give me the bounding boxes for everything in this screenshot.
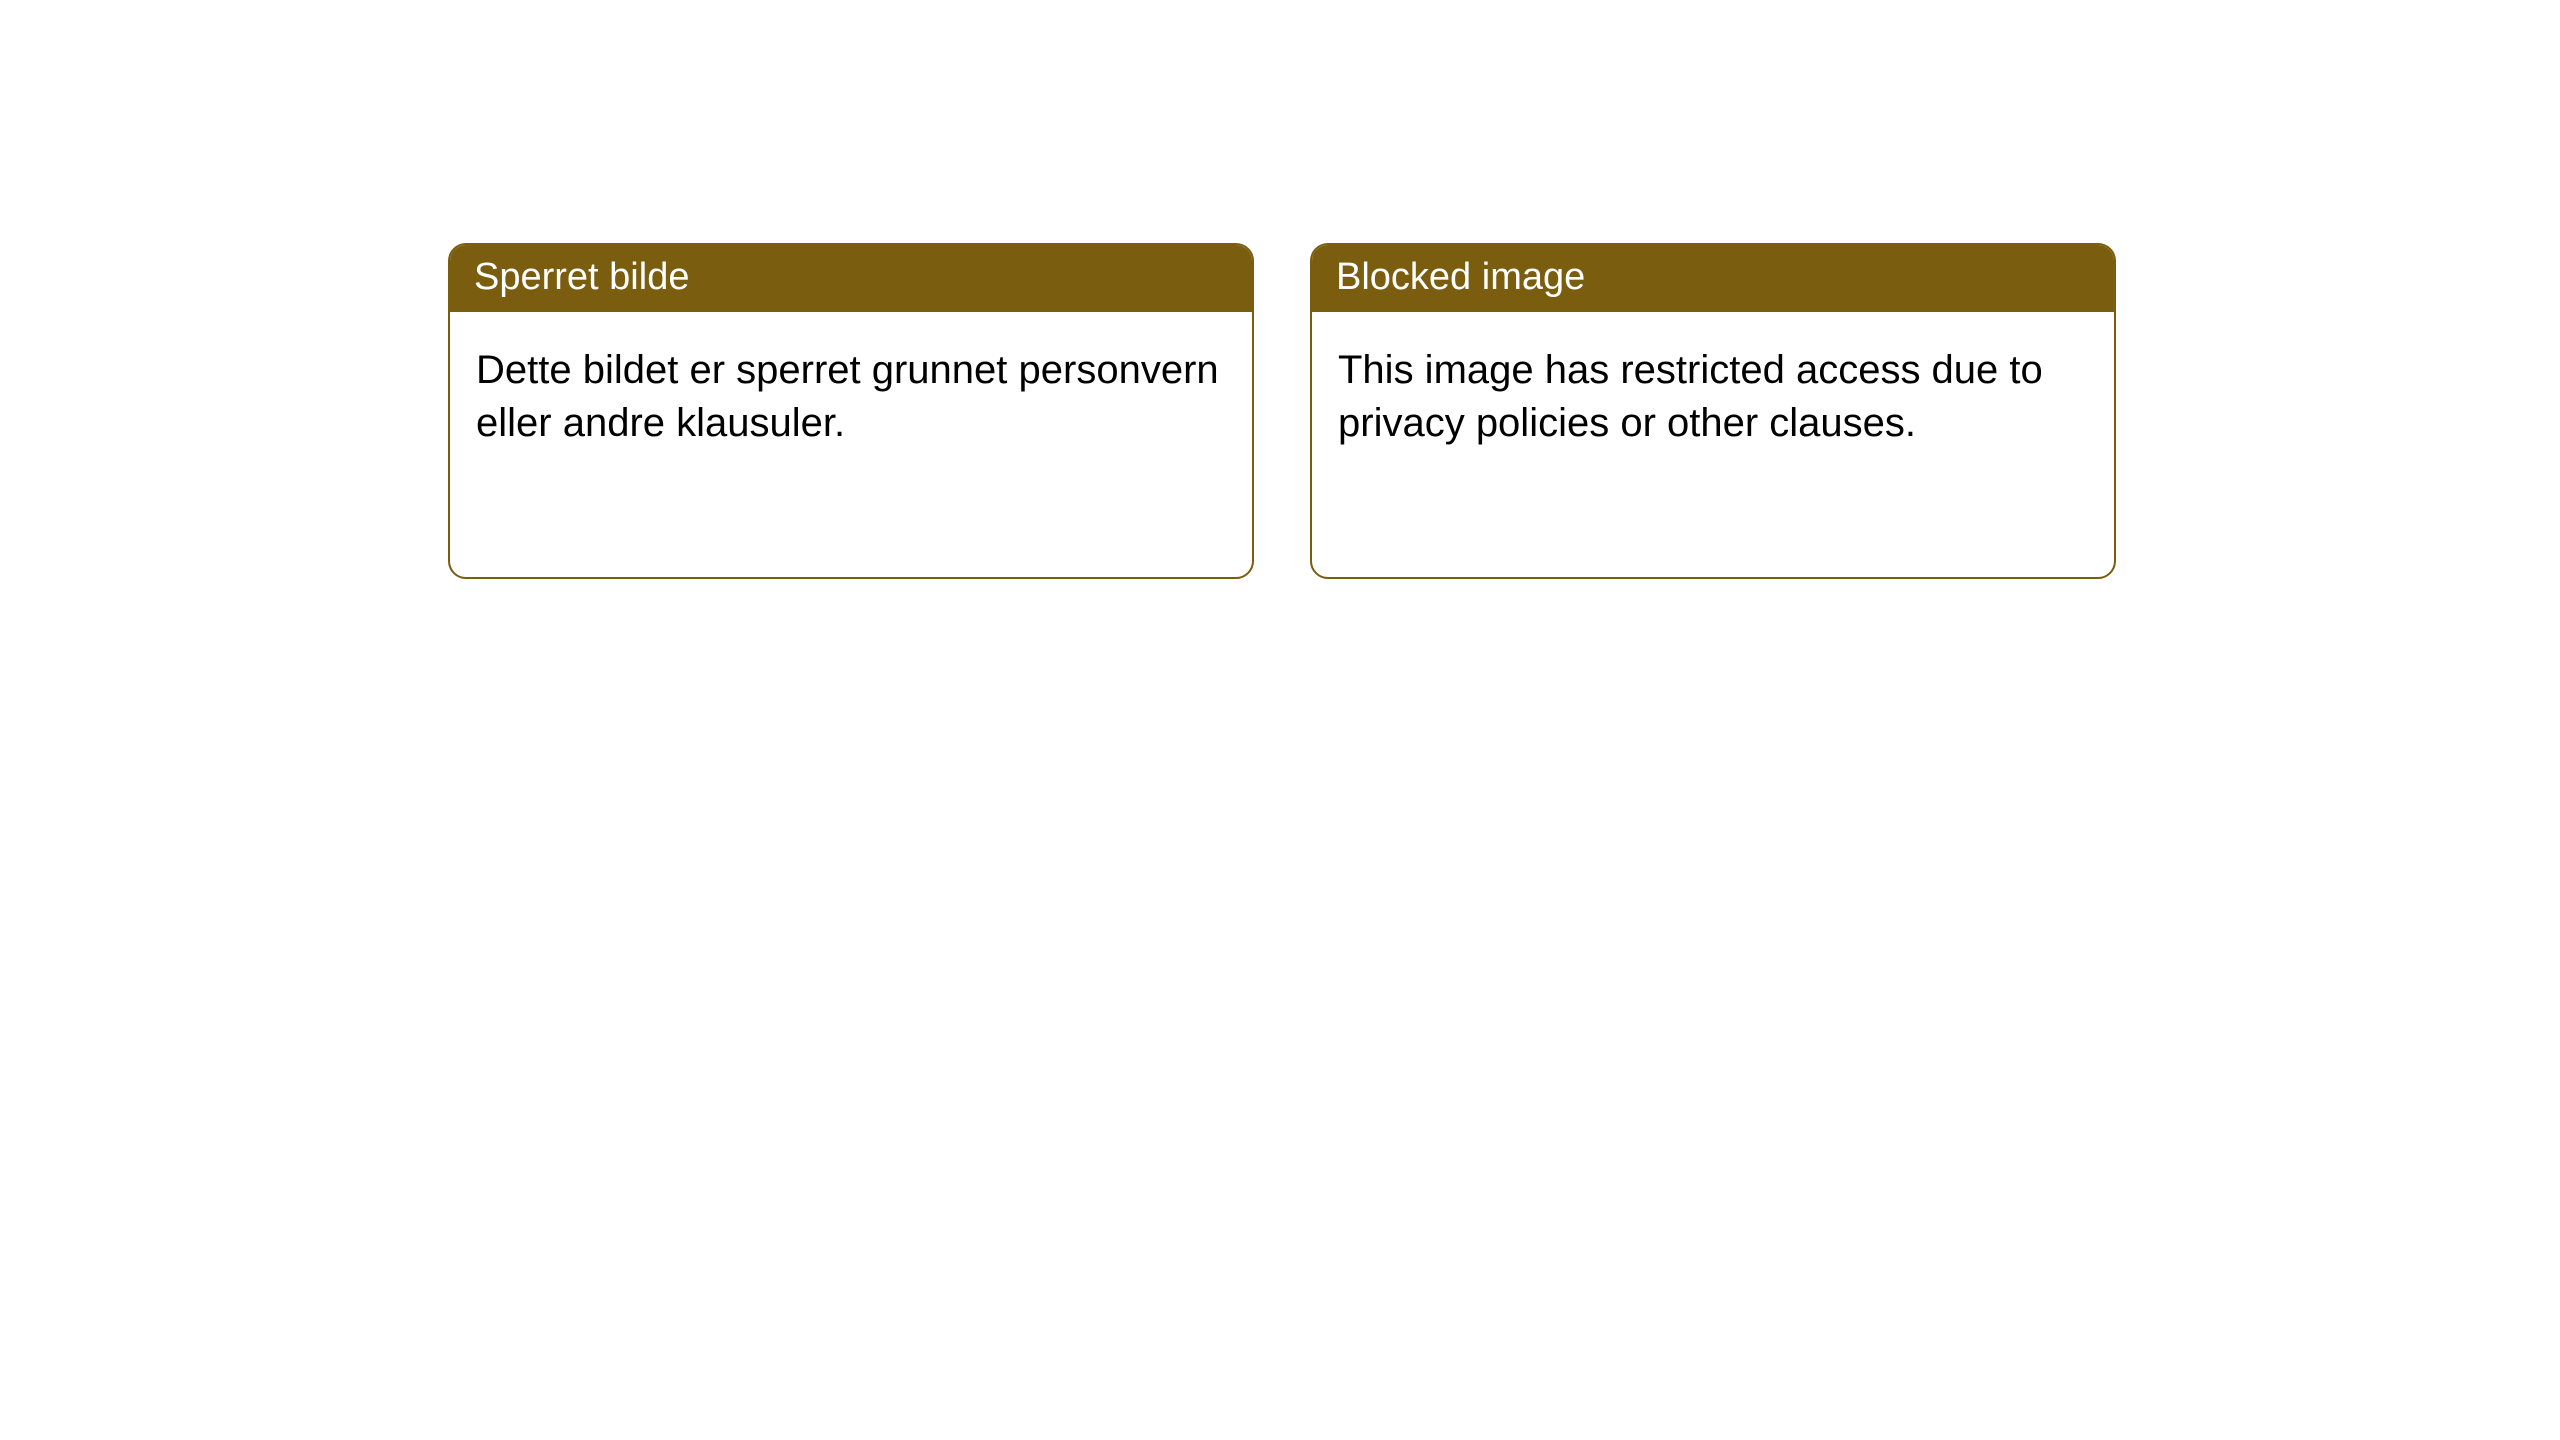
notice-card-norwegian: Sperret bilde Dette bildet er sperret gr…	[448, 243, 1254, 579]
notice-card-english: Blocked image This image has restricted …	[1310, 243, 2116, 579]
notice-header: Sperret bilde	[450, 245, 1252, 312]
notice-container: Sperret bilde Dette bildet er sperret gr…	[448, 243, 2116, 579]
notice-body: Dette bildet er sperret grunnet personve…	[450, 312, 1252, 476]
notice-body: This image has restricted access due to …	[1312, 312, 2114, 476]
notice-header: Blocked image	[1312, 245, 2114, 312]
